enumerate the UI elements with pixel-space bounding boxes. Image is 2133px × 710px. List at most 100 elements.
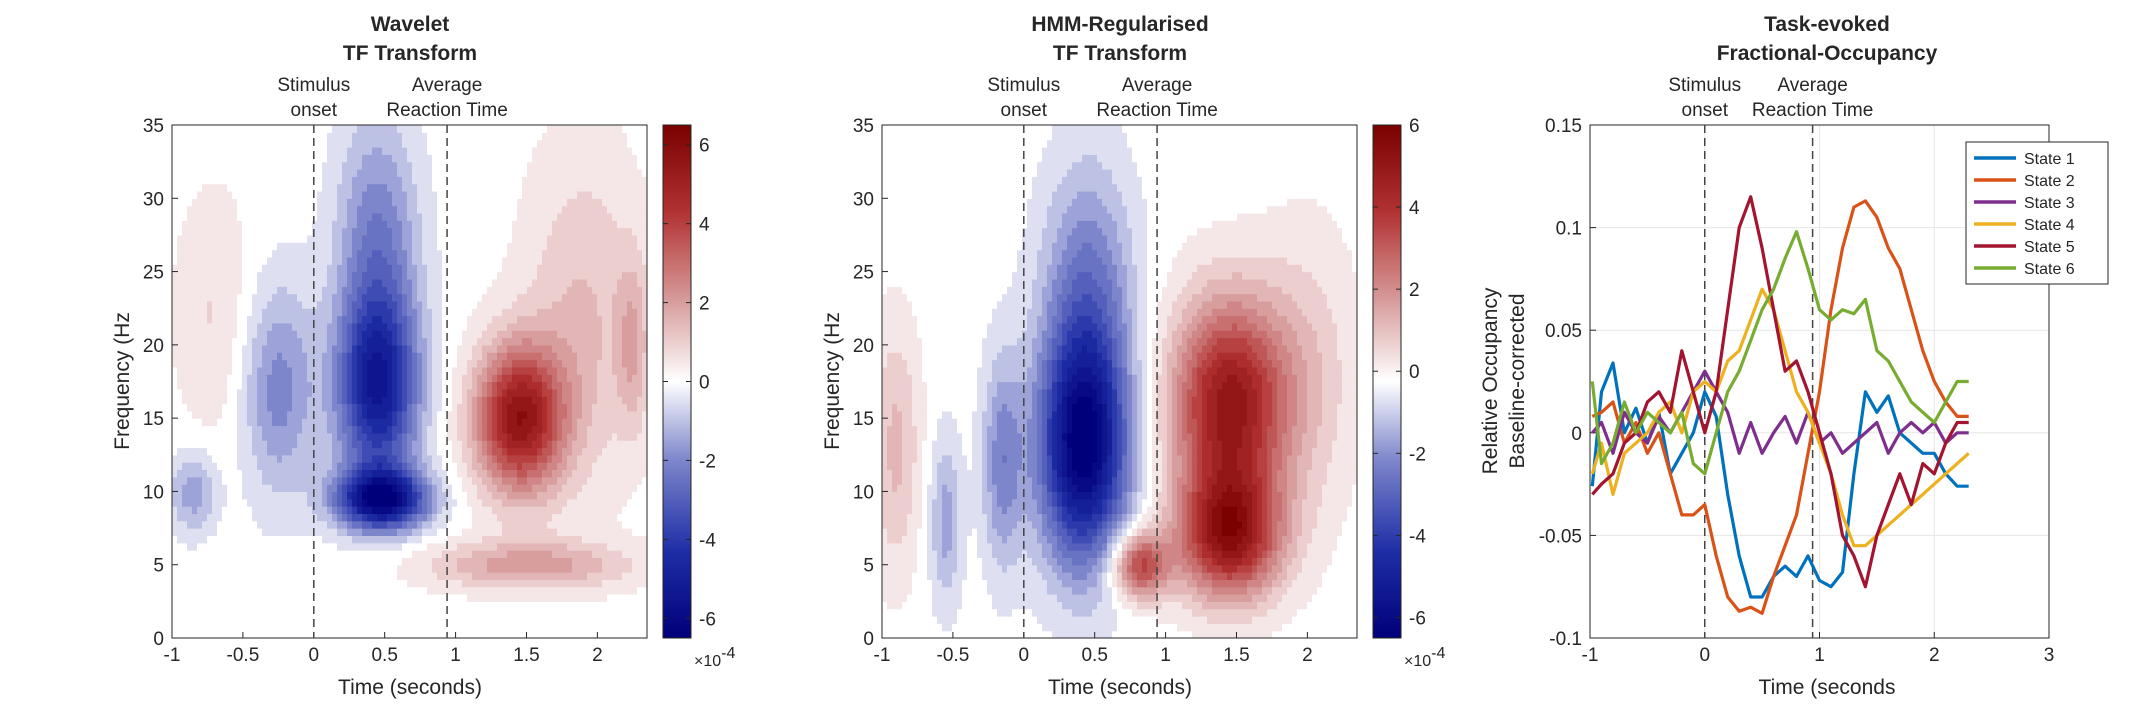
heatmap-cell bbox=[337, 388, 343, 397]
heatmap-cell bbox=[442, 212, 448, 221]
heatmap-cell bbox=[292, 418, 298, 427]
heatmap-cell bbox=[437, 594, 443, 602]
heatmap-cell bbox=[307, 322, 313, 331]
heatmap-cell bbox=[257, 198, 263, 207]
heatmap-cell bbox=[497, 498, 503, 507]
heatmap-cell bbox=[177, 491, 183, 500]
heatmap-cell bbox=[452, 212, 458, 221]
heatmap-cell bbox=[247, 616, 253, 624]
heatmap-cell bbox=[187, 337, 193, 346]
heatmap-cell bbox=[372, 205, 378, 214]
heatmap-cell bbox=[237, 315, 243, 324]
heatmap-cell bbox=[437, 249, 443, 258]
heatmap-cell bbox=[462, 579, 468, 588]
heatmap-cell bbox=[362, 601, 368, 610]
heatmap-cell bbox=[217, 462, 223, 471]
heatmap-cell bbox=[172, 264, 178, 273]
heatmap-cell bbox=[382, 198, 388, 207]
heatmap-cell bbox=[427, 374, 433, 383]
heatmap-cell bbox=[242, 242, 248, 251]
heatmap-cell bbox=[302, 234, 308, 243]
heatmap-cell bbox=[482, 550, 488, 558]
heatmap-cell bbox=[292, 242, 298, 251]
heatmap-cell bbox=[277, 183, 283, 192]
heatmap-cell bbox=[492, 344, 498, 353]
heatmap-cell bbox=[372, 454, 378, 463]
heatmap-cell bbox=[297, 278, 303, 287]
heatmap-cell bbox=[507, 542, 513, 551]
heatmap-cell bbox=[512, 286, 518, 295]
heatmap-cell bbox=[387, 520, 393, 529]
heatmap-cell bbox=[307, 154, 313, 163]
heatmap-cell bbox=[477, 168, 483, 177]
heatmap-cell bbox=[322, 447, 328, 456]
heatmap-cell bbox=[402, 388, 408, 397]
heatmap-cell bbox=[422, 271, 428, 280]
heatmap-cell bbox=[492, 528, 498, 536]
heatmap-cell bbox=[492, 139, 498, 148]
heatmap-cell bbox=[202, 579, 208, 588]
heatmap-cell bbox=[487, 528, 493, 536]
heatmap-cell bbox=[507, 586, 513, 595]
heatmap-cell bbox=[227, 506, 233, 515]
heatmap-cell bbox=[392, 601, 398, 610]
heatmap-cell bbox=[277, 410, 283, 419]
heatmap-cell bbox=[422, 476, 428, 485]
heatmap-cell bbox=[187, 491, 193, 500]
heatmap-cell bbox=[507, 410, 513, 419]
heatmap-cell bbox=[287, 125, 293, 133]
heatmap-cell bbox=[222, 403, 228, 412]
heatmap-cell bbox=[487, 557, 493, 566]
heatmap-cell bbox=[337, 234, 343, 243]
heatmap-cell bbox=[182, 396, 188, 405]
heatmap-cell bbox=[292, 425, 298, 434]
heatmap-cell bbox=[287, 418, 293, 427]
heatmap-cell bbox=[332, 198, 338, 207]
heatmap-cell bbox=[472, 278, 478, 287]
heatmap-cell bbox=[362, 447, 368, 456]
heatmap-cell bbox=[427, 220, 433, 229]
heatmap-cell bbox=[382, 396, 388, 405]
heatmap-cell bbox=[197, 425, 203, 434]
heatmap-cell bbox=[222, 520, 228, 529]
heatmap-cell bbox=[262, 205, 268, 214]
heatmap-cell bbox=[292, 300, 298, 309]
heatmap-cell bbox=[417, 535, 423, 544]
heatmap-cell bbox=[482, 366, 488, 375]
heatmap-cell bbox=[267, 550, 273, 558]
heatmap-cell bbox=[282, 491, 288, 500]
heatmap-cell bbox=[232, 616, 238, 624]
heatmap-cell bbox=[427, 425, 433, 434]
heatmap-cell bbox=[242, 352, 248, 361]
heatmap-cell bbox=[172, 535, 178, 544]
heatmap-cell bbox=[312, 579, 318, 588]
heatmap-cell bbox=[392, 256, 398, 265]
heatmap-cell bbox=[222, 454, 228, 463]
heatmap-cell bbox=[302, 535, 308, 544]
heatmap-cell bbox=[357, 418, 363, 427]
heatmap-cell bbox=[397, 344, 403, 353]
heatmap-cell bbox=[447, 132, 453, 141]
heatmap-cell bbox=[187, 513, 193, 522]
heatmap-cell bbox=[257, 330, 263, 339]
heatmap-cell bbox=[457, 212, 463, 221]
heatmap-cell bbox=[182, 300, 188, 309]
heatmap-cell bbox=[437, 601, 443, 610]
heatmap-cell bbox=[497, 410, 503, 419]
heatmap-cell bbox=[492, 205, 498, 214]
heatmap-cell bbox=[472, 396, 478, 405]
heatmap-cell bbox=[392, 293, 398, 302]
heatmap-cell bbox=[342, 359, 348, 368]
heatmap-cell bbox=[327, 374, 333, 383]
heatmap-cell bbox=[387, 256, 393, 265]
heatmap-cell bbox=[267, 447, 273, 456]
heatmap-cell bbox=[437, 168, 443, 177]
heatmap-cell bbox=[407, 161, 413, 170]
heatmap-cell bbox=[467, 586, 473, 595]
heatmap-cell bbox=[427, 381, 433, 390]
heatmap-cell bbox=[437, 183, 443, 192]
heatmap-cell bbox=[387, 264, 393, 273]
heatmap-cell bbox=[247, 242, 253, 251]
heatmap-cell bbox=[382, 418, 388, 427]
heatmap-cell bbox=[287, 198, 293, 207]
